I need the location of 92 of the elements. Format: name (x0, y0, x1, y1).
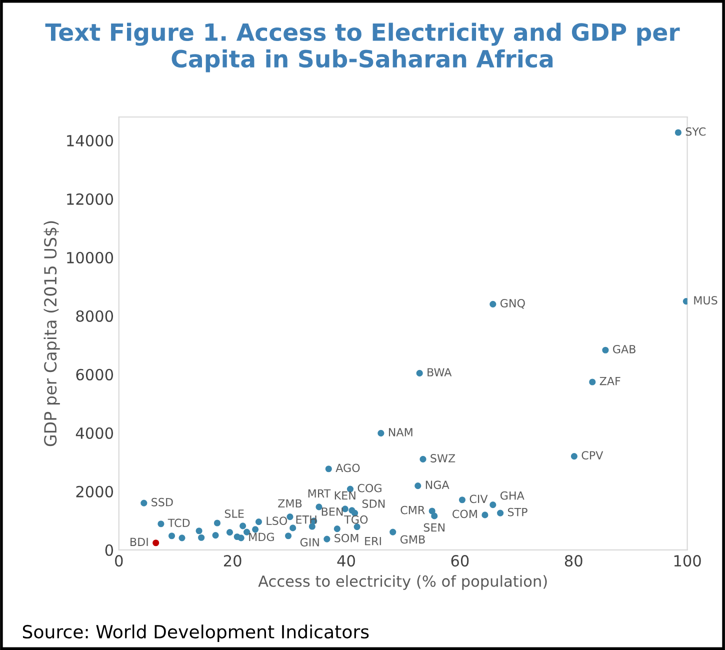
point (378, 430, 384, 436)
x-tick-label: 40 (337, 555, 355, 567)
point (431, 512, 438, 520)
annotation: SEN (424, 523, 444, 532)
annotation: SOM (334, 534, 358, 542)
annotation: ZAF (600, 376, 620, 386)
annotation: ERI (365, 537, 381, 546)
annotation: NGA (426, 480, 450, 490)
point (226, 529, 234, 536)
point (286, 514, 294, 520)
y-tick-label: 10000 (67, 252, 114, 264)
point (497, 510, 504, 516)
point (458, 496, 466, 504)
annotation: TCD (168, 518, 190, 528)
point (284, 532, 292, 540)
y-tick-label: 14000 (67, 134, 114, 146)
point (252, 526, 259, 533)
x-tick-label: 100 (674, 555, 701, 567)
point (674, 129, 682, 136)
annotation: STP (508, 508, 528, 516)
point (348, 507, 356, 514)
annotation: COM (452, 510, 477, 518)
x-tick-label: 0 (115, 555, 123, 567)
annotation: MDG (249, 532, 274, 542)
annotation: SDN (362, 500, 385, 508)
point (316, 504, 322, 510)
annotation: BDI (130, 538, 148, 546)
annotation: NAM (388, 428, 412, 436)
annotation: MRT (308, 489, 331, 498)
annotation: GNQ (500, 299, 525, 309)
annotation: MUS (694, 296, 718, 304)
point (255, 518, 262, 526)
annotation: COG (358, 484, 382, 492)
point (589, 378, 596, 386)
y-tick-label: 0 (105, 544, 114, 556)
annotation: TGO (344, 515, 368, 524)
point (428, 508, 436, 514)
point (414, 482, 422, 490)
y-tick-label: 8000 (76, 310, 114, 322)
x-tick-label: 80 (564, 555, 582, 567)
point (602, 346, 609, 354)
point (416, 370, 423, 377)
point (420, 456, 426, 463)
chart-title: Text Figure 1. Access to Electricity and GDP per Capita in Sub-Saharan Africa (45, 22, 680, 72)
x-axis-title: Access to electricity (% of population) (258, 575, 547, 590)
y-tick-label: 4000 (76, 427, 114, 439)
annotation: SYC (686, 127, 706, 136)
point (334, 526, 340, 532)
y-tick-label: 6000 (76, 368, 114, 380)
point (238, 534, 244, 542)
point (214, 520, 221, 526)
x-tick-label: 20 (224, 555, 242, 567)
x-tick-label: 60 (451, 555, 469, 567)
point (168, 532, 176, 540)
point (240, 522, 246, 530)
point (290, 524, 296, 532)
annotation: LSO (266, 516, 288, 526)
annotation: ZMB (278, 499, 302, 508)
y-tick-label: 2000 (76, 486, 114, 498)
annotation: BWA (428, 368, 452, 376)
annotation: GHA (500, 491, 524, 500)
annotation: KEN (334, 491, 356, 500)
point (325, 466, 332, 472)
y-tick-label: 12000 (67, 193, 114, 205)
annotation: BEN (322, 508, 343, 516)
annotation: SSD (152, 498, 173, 506)
point (152, 540, 160, 546)
point (490, 300, 496, 308)
point (390, 528, 396, 536)
annotation: GIN (300, 538, 319, 546)
annotation: GAB (613, 344, 636, 354)
point (140, 500, 148, 506)
annotation: SLE (224, 509, 244, 518)
source-note: Source: World Development Indicators (22, 624, 369, 642)
point (570, 453, 578, 460)
annotation: GMB (400, 535, 425, 544)
point (158, 520, 164, 528)
annotation: CMR (400, 506, 425, 514)
point (490, 502, 496, 508)
annotation: CIV (470, 494, 488, 504)
point (198, 534, 205, 541)
point (212, 532, 219, 539)
annotation: AGO (336, 464, 360, 472)
annotation: CPV (582, 451, 604, 460)
point (354, 524, 360, 530)
point (196, 528, 202, 534)
annotation: SWZ (430, 454, 456, 462)
y-axis-title: GDP per Capita (2015 US$) (44, 221, 60, 446)
point (178, 534, 186, 542)
point (324, 536, 330, 542)
point (243, 528, 250, 536)
point (482, 512, 488, 518)
